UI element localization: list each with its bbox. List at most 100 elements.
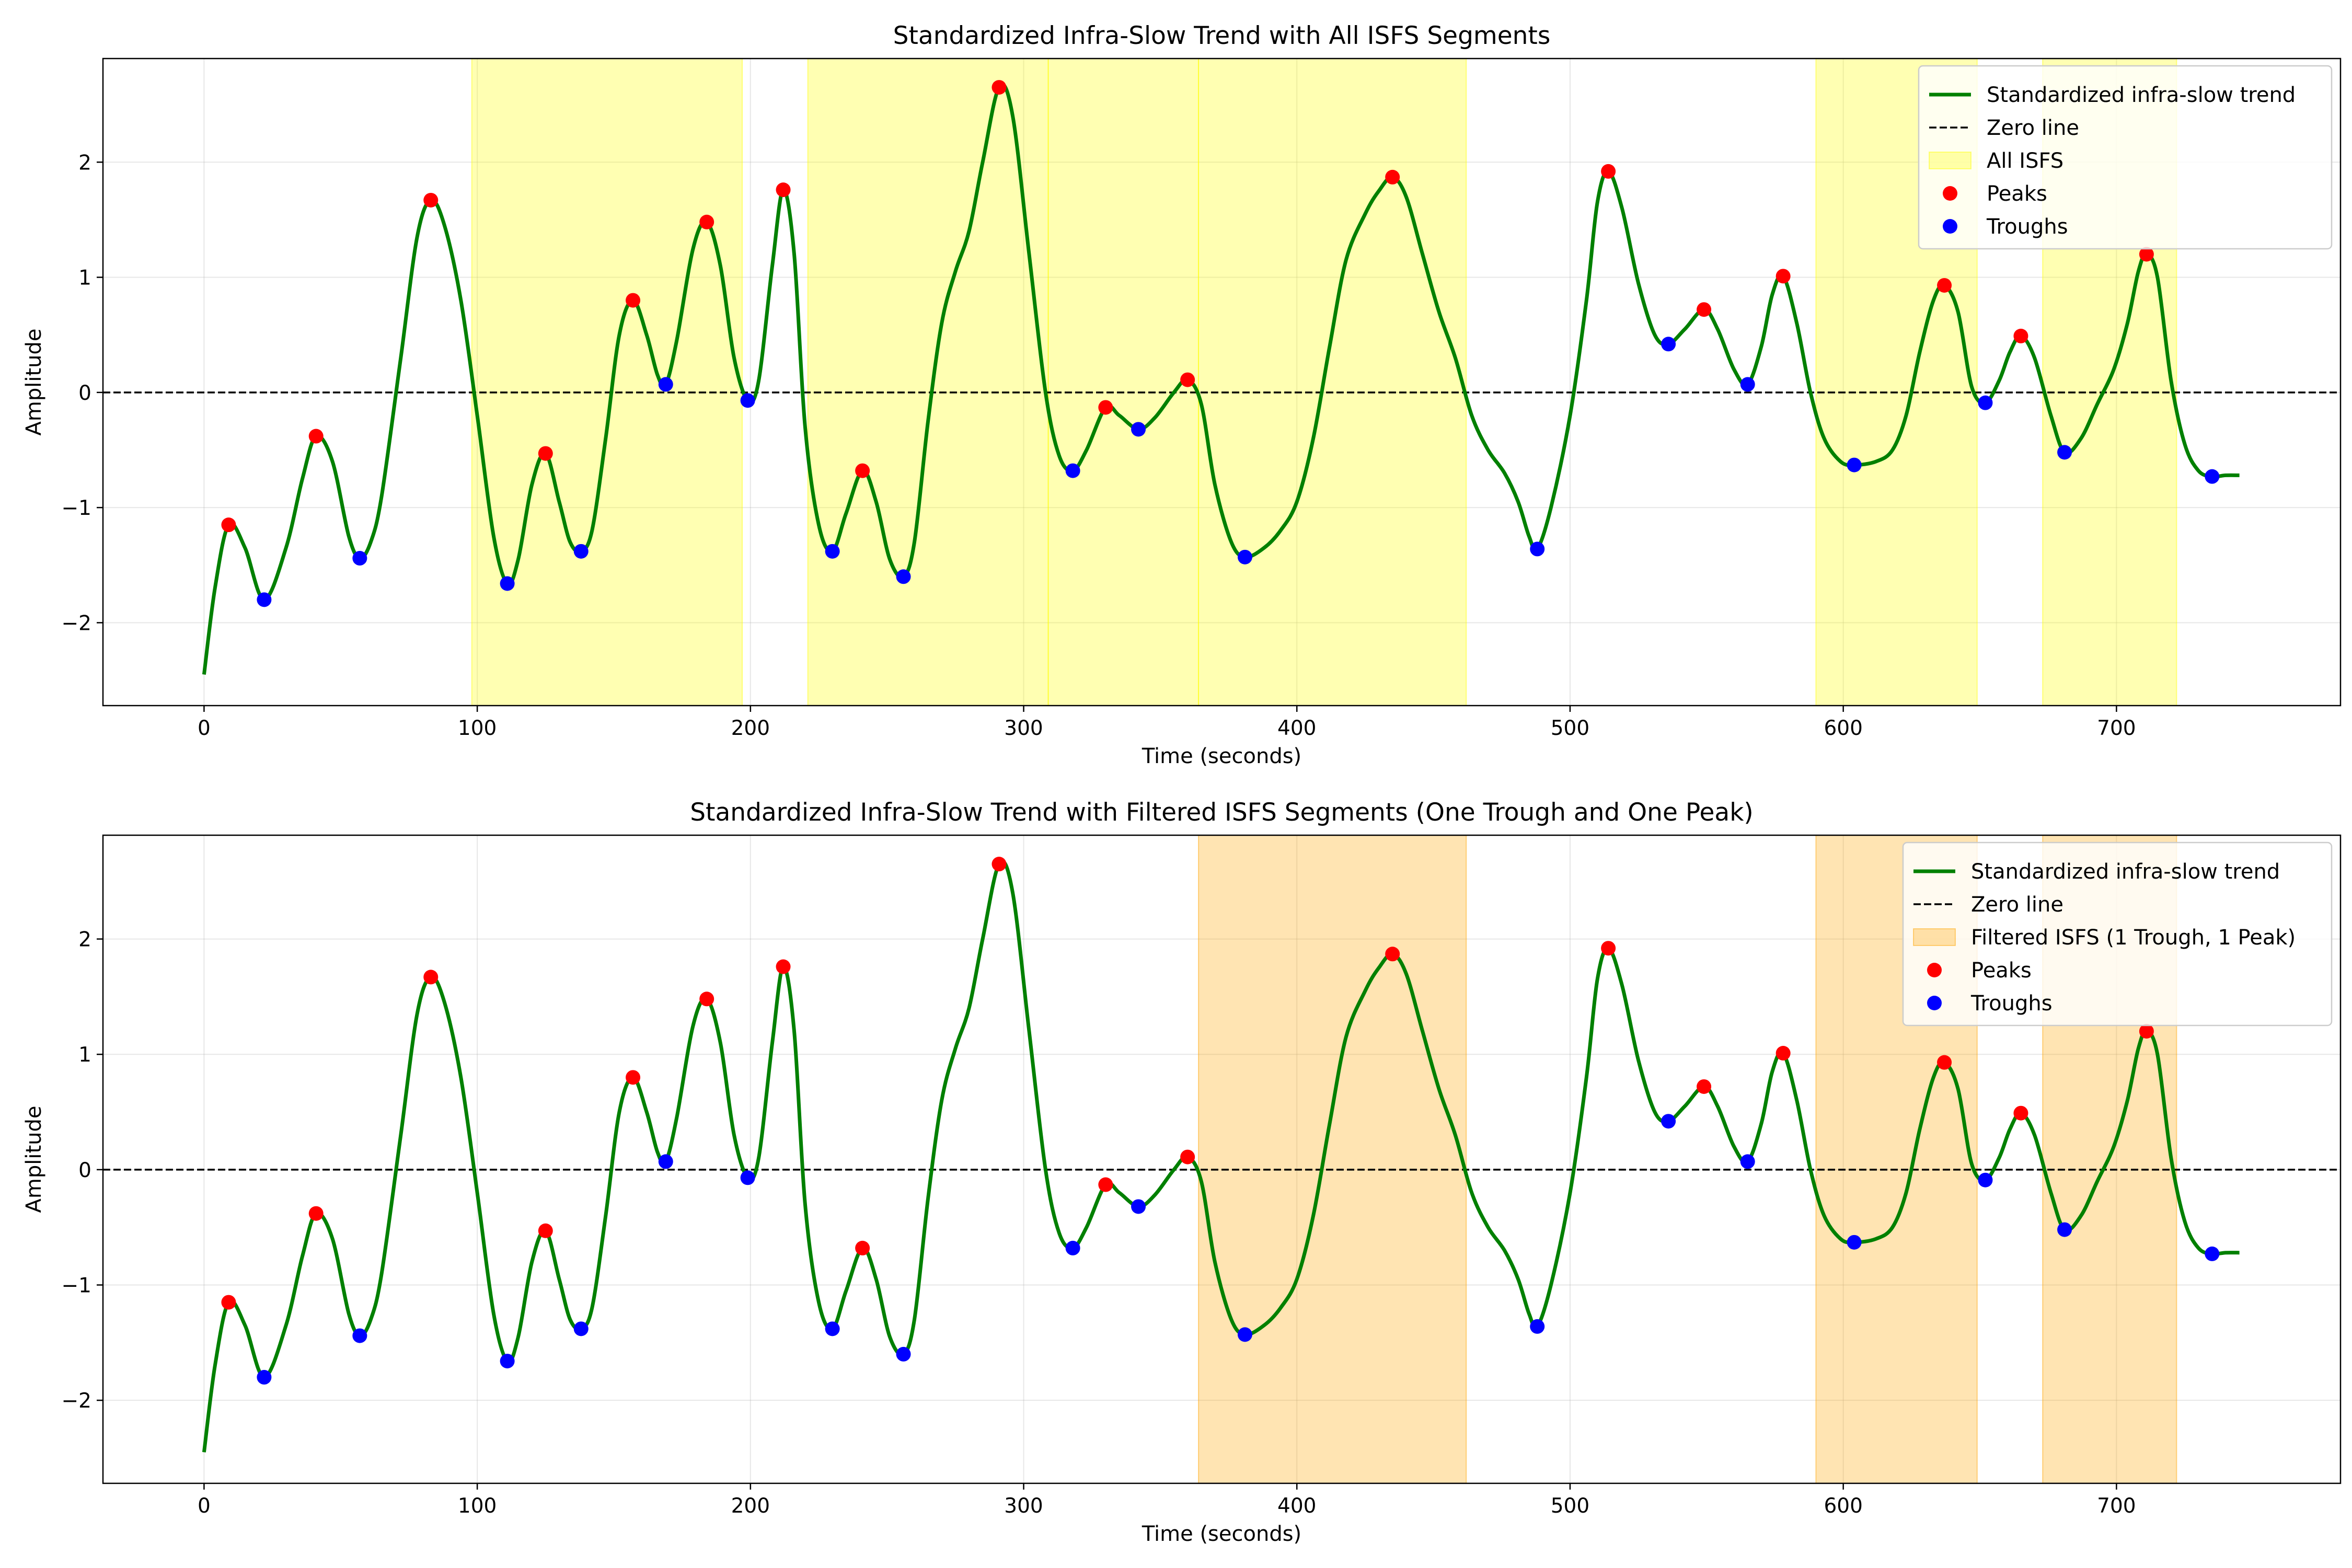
legend-label-peaks: Peaks: [1987, 182, 2047, 206]
peak-marker: [308, 429, 324, 444]
isfs-segment: [1047, 58, 1200, 706]
peak-marker: [776, 959, 791, 974]
trough-marker: [500, 1354, 515, 1369]
legend-peak-swatch: [1943, 186, 1957, 201]
x-tick-label: 100: [458, 717, 497, 740]
peak-marker: [1697, 1079, 1712, 1094]
peak-marker: [1385, 947, 1400, 962]
trough-marker: [740, 393, 755, 408]
legend-label-shade: Filtered ISFS (1 Trough, 1 Peak): [1971, 926, 2296, 950]
peak-marker: [538, 446, 553, 461]
trough-marker: [573, 1321, 589, 1336]
peak-marker: [1601, 164, 1616, 179]
legend-label-trend: Standardized infra-slow trend: [1971, 860, 2280, 884]
peak-marker: [2139, 1024, 2154, 1039]
trough-marker: [352, 1328, 367, 1343]
trough-marker: [1131, 1199, 1146, 1214]
y-tick-label: −1: [62, 497, 92, 520]
peak-marker: [308, 1206, 324, 1221]
legend-label-zero: Zero line: [1987, 116, 2079, 140]
trough-marker: [1065, 463, 1080, 478]
peak-marker: [221, 517, 236, 533]
trough-marker: [896, 569, 911, 584]
trough-marker: [1847, 457, 1862, 472]
trough-marker: [825, 1321, 840, 1336]
trough-marker: [352, 551, 367, 566]
peak-marker: [855, 463, 870, 478]
y-tick-label: 0: [78, 382, 91, 405]
legend-shade-swatch: [1913, 928, 1956, 946]
trough-marker: [1530, 1319, 1545, 1334]
peak-marker: [423, 192, 439, 207]
peak-marker: [1180, 1149, 1195, 1165]
y-tick-label: 2: [78, 928, 91, 952]
legend-label-troughs: Troughs: [1986, 215, 2068, 239]
isfs-segment: [1198, 58, 1467, 706]
peak-marker: [991, 857, 1007, 872]
peak-marker: [1098, 400, 1113, 415]
trough-marker: [1237, 549, 1252, 564]
peak-marker: [423, 970, 439, 985]
trough-marker: [1740, 1154, 1755, 1169]
peak-marker: [2013, 1105, 2028, 1121]
peak-marker: [2013, 328, 2028, 343]
trough-marker: [896, 1346, 911, 1362]
legend-label-troughs: Troughs: [1970, 991, 2053, 1016]
legend-box: [1918, 65, 2333, 250]
y-tick-label: 1: [78, 1043, 91, 1067]
x-tick-label: 200: [731, 1494, 770, 1518]
trough-marker: [1237, 1327, 1252, 1342]
y-axis-label: Amplitude: [22, 1106, 46, 1213]
trough-marker: [500, 576, 515, 591]
chart-panel-1: 0 100 200 300 400 500 600 700 −2 −1 0 1 2 Standardize…: [22, 21, 2342, 768]
y-tick-label: 1: [78, 267, 91, 290]
x-tick-label: 700: [2097, 1494, 2136, 1518]
peak-marker: [699, 214, 714, 229]
legend-label-zero: Zero line: [1971, 893, 2063, 917]
y-tick-label: −2: [62, 612, 92, 635]
x-tick-label: 500: [1551, 1494, 1589, 1518]
legend-box: [1902, 841, 2333, 1027]
legend-shade-swatch: [1929, 152, 1971, 169]
peak-marker: [855, 1240, 870, 1255]
legend: Standardized infra-slow trend Zero line Al…: [1918, 65, 2333, 250]
trough-marker: [1661, 337, 1676, 352]
y-tick-label: −2: [62, 1389, 92, 1413]
trough-marker: [1530, 541, 1545, 557]
y-axis-label: Amplitude: [22, 329, 46, 436]
peak-marker: [1937, 1055, 1952, 1070]
trough-marker: [257, 592, 272, 607]
y-tick-label: 2: [78, 151, 91, 175]
peak-marker: [1385, 169, 1400, 185]
axes-frame: [102, 57, 2342, 707]
trough-marker: [1661, 1114, 1676, 1129]
x-tick-label: 400: [1277, 1494, 1316, 1518]
axes-frame: [102, 834, 2342, 1484]
x-axis-label: Time (seconds): [1142, 1522, 1301, 1546]
isfs-segment: [1198, 835, 1467, 1484]
x-tick-label: 600: [1824, 1494, 1862, 1518]
peak-marker: [221, 1295, 236, 1310]
legend-trough-swatch: [1927, 996, 1942, 1010]
x-tick-label: 0: [198, 717, 211, 740]
peak-marker: [2139, 247, 2154, 262]
trough-marker: [1131, 422, 1146, 437]
trough-marker: [825, 544, 840, 559]
trough-marker: [1740, 377, 1755, 392]
x-tick-label: 0: [198, 1494, 211, 1518]
y-tick-label: 0: [78, 1159, 91, 1182]
peak-marker: [1697, 302, 1712, 317]
peak-marker: [1775, 1046, 1791, 1061]
legend-label-shade: All ISFS: [1987, 149, 2063, 173]
legend-trough-swatch: [1943, 219, 1957, 234]
peak-marker: [1775, 269, 1791, 284]
isfs-segment: [471, 58, 743, 706]
x-tick-label: 300: [1004, 717, 1043, 740]
x-tick-label: 500: [1551, 717, 1589, 740]
x-tick-label: 300: [1004, 1494, 1043, 1518]
peak-marker: [699, 991, 714, 1007]
legend-label-trend: Standardized infra-slow trend: [1987, 83, 2296, 107]
trough-marker: [2205, 469, 2220, 484]
peak-marker: [626, 1070, 641, 1085]
x-axis-label: Time (seconds): [1142, 744, 1301, 768]
